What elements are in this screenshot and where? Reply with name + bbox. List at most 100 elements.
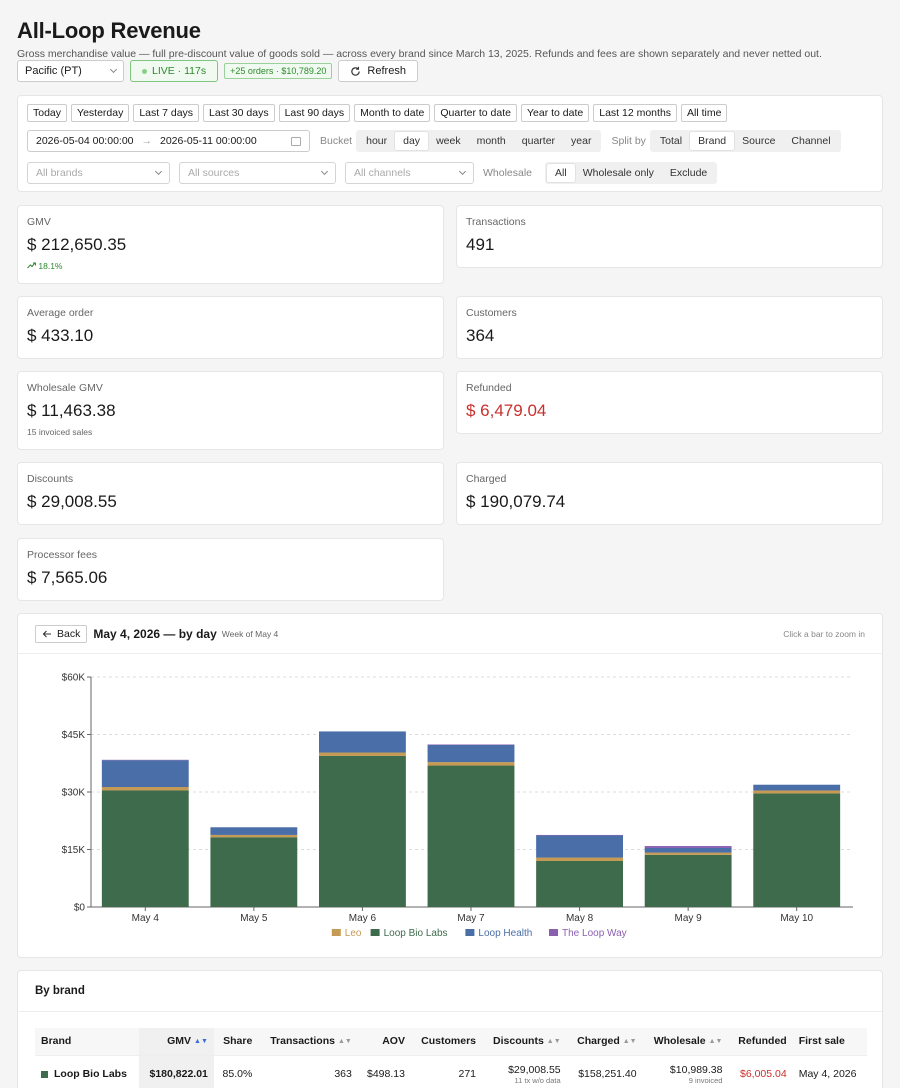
bar-segment-loop-bio-labs[interactable] xyxy=(644,854,732,907)
refunded-card: Refunded $ 6,479.04 xyxy=(456,371,883,434)
cell-first-sale: May 4, 2026 xyxy=(792,1055,867,1088)
bucket-option-hour[interactable]: hour xyxy=(366,135,388,147)
date-to: 2026-05-11 00:00:00 xyxy=(160,135,257,147)
bar-segment-the-loop-way[interactable] xyxy=(101,759,189,761)
brands-select[interactable]: All brands xyxy=(27,162,170,184)
bar-segment-loop-bio-labs[interactable] xyxy=(210,837,298,907)
calendar-icon xyxy=(291,136,301,146)
col-transactions-label: Transactions xyxy=(270,1035,335,1048)
bar-segment-loop-health[interactable] xyxy=(644,847,732,853)
channels-select[interactable]: All channels xyxy=(345,162,474,184)
legend-swatch xyxy=(370,929,380,936)
col-transactions[interactable]: Transactions ▲▼ xyxy=(258,1028,358,1056)
preset-yesterday[interactable]: Yesterday xyxy=(71,104,130,122)
bar-segment-loop-health[interactable] xyxy=(427,744,515,763)
page-subtitle: Gross merchandise value — full pre-disco… xyxy=(17,48,822,60)
bar-segment-loop-health[interactable] xyxy=(753,784,841,791)
channels-placeholder: All channels xyxy=(354,167,411,179)
bucket-option-week[interactable]: week xyxy=(436,135,461,147)
bar-segment-loop-bio-labs[interactable] xyxy=(101,790,189,907)
col-discounts[interactable]: Discounts ▲▼ xyxy=(482,1028,567,1056)
bucket-option-month[interactable]: month xyxy=(476,135,506,147)
bar-segment-loop-health[interactable] xyxy=(319,731,406,753)
bar-segment-leo[interactable] xyxy=(319,752,406,756)
wholesale-option-wholesale-only[interactable]: Wholesale only xyxy=(582,167,654,179)
date-from: 2026-05-04 00:00:00 xyxy=(36,135,134,147)
bar-segment-loop-health[interactable] xyxy=(536,835,623,858)
revenue-bar-chart: $0 $15K $30K $45K $60K May 4 May 5 May 6 May 7 Ma… xyxy=(62,673,853,939)
bar-segment-leo[interactable] xyxy=(427,762,515,766)
col-brand: Brand xyxy=(35,1028,140,1056)
bar-segment-leo[interactable] xyxy=(210,834,298,838)
bar-segment-loop-bio-labs[interactable] xyxy=(427,765,515,907)
bucket-option-quarter[interactable]: quarter xyxy=(521,135,556,147)
col-discounts-label: Discounts xyxy=(493,1035,544,1048)
bar-segment-loop-health[interactable] xyxy=(101,760,189,788)
wholesale-gmv-card: Wholesale GMV $ 11,463.38 15 invoiced sa… xyxy=(17,371,444,450)
sort-icon: ▲▼ xyxy=(546,1037,561,1045)
bucket-option-year[interactable]: year xyxy=(571,135,592,147)
preset-quarter-to-date[interactable]: Quarter to date xyxy=(434,104,517,122)
bucket-option-day[interactable]: day xyxy=(395,132,429,150)
split-option-total[interactable]: Total xyxy=(659,135,683,147)
split-option-source[interactable]: Source xyxy=(742,135,776,147)
bar-segment-leo[interactable] xyxy=(753,790,841,794)
legend-label[interactable]: Loop Health xyxy=(478,928,532,939)
x-tick-label: May 7 xyxy=(457,913,485,924)
col-charged[interactable]: Charged ▲▼ xyxy=(566,1028,643,1056)
discounts-label: Discounts xyxy=(27,473,74,485)
bar-segment-the-loop-way[interactable] xyxy=(427,744,515,745)
split-option-brand[interactable]: Brand xyxy=(690,132,735,150)
legend-label[interactable]: The Loop Way xyxy=(562,928,627,939)
live-toggle[interactable]: LIVE · 117s xyxy=(130,60,219,82)
bar-segment-the-loop-way[interactable] xyxy=(536,834,623,836)
legend-label[interactable]: Leo xyxy=(345,928,362,939)
col-share: Share xyxy=(213,1028,259,1056)
gmv-value: $ 212,650.35 xyxy=(27,235,127,254)
bar-segment-leo[interactable] xyxy=(644,852,732,855)
bar-segment-loop-bio-labs[interactable] xyxy=(753,793,841,907)
table-row[interactable]: Loop Bio Labs $180,822.01 85.0% 363 $498.13 2… xyxy=(35,1055,867,1088)
refresh-button[interactable]: Refresh xyxy=(338,60,418,82)
arrow-left-icon xyxy=(42,630,51,637)
col-wholesale[interactable]: Wholesale ▲▼ xyxy=(642,1028,729,1056)
preset-month-to-date[interactable]: Month to date xyxy=(354,104,431,122)
gmv-label: GMV xyxy=(27,216,51,228)
preset-all-time[interactable]: All time xyxy=(681,104,728,122)
first-sale-cell-value: May 4, 2026 xyxy=(798,1068,857,1080)
x-tick-label: May 9 xyxy=(675,913,703,924)
bar-segment-leo[interactable] xyxy=(536,857,623,861)
brand-panel: By brand Brand GMV ▲▼ Share Transactions ▲▼ AO… xyxy=(17,970,883,1088)
legend-label[interactable]: Loop Bio Labs xyxy=(384,928,448,939)
preset-year-to-date[interactable]: Year to date xyxy=(520,104,590,122)
preset-today[interactable]: Today xyxy=(27,104,68,122)
preset-last-12-months[interactable]: Last 12 months xyxy=(593,104,678,122)
col-customers: Customers xyxy=(410,1028,483,1056)
preset-last-90-days[interactable]: Last 90 days xyxy=(278,104,351,122)
wholesale-option-exclude[interactable]: Exclude xyxy=(669,167,708,179)
new-orders-badge[interactable]: +25 orders · $10,789.20 xyxy=(224,63,333,79)
sort-icon: ▲▼ xyxy=(622,1037,637,1045)
split-label: Split by xyxy=(611,135,646,147)
share-cell-value: 85.0% xyxy=(222,1068,253,1080)
preset-last-7-days[interactable]: Last 7 days xyxy=(133,104,200,122)
col-aov-label: AOV xyxy=(382,1035,405,1048)
split-option-channel[interactable]: Channel xyxy=(791,135,831,147)
bar-segment-loop-health[interactable] xyxy=(210,827,298,835)
preset-last-30-days[interactable]: Last 30 days xyxy=(203,104,275,122)
bar-segment-the-loop-way[interactable] xyxy=(644,846,732,848)
cell-wholesale: $10,989.38 9 invoiced xyxy=(642,1055,729,1088)
bar-segment-loop-bio-labs[interactable] xyxy=(536,861,623,907)
sources-select[interactable]: All sources xyxy=(179,162,336,184)
back-button[interactable]: Back xyxy=(35,624,88,643)
bar-segment-leo[interactable] xyxy=(101,787,189,791)
timezone-select[interactable]: Pacific (PT) xyxy=(17,60,124,82)
y-tick-label: $15K xyxy=(62,845,86,856)
customers-label: Customers xyxy=(466,307,517,319)
date-range-picker[interactable]: 2026-05-04 00:00:00 → 2026-05-11 00:00:0… xyxy=(27,130,310,152)
table-header-row: Brand GMV ▲▼ Share Transactions ▲▼ AOV Customer… xyxy=(35,1028,867,1056)
col-wholesale-label: Wholesale xyxy=(653,1035,706,1048)
bar-segment-loop-bio-labs[interactable] xyxy=(319,755,406,907)
col-gmv[interactable]: GMV ▲▼ xyxy=(139,1028,214,1056)
wholesale-option-all[interactable]: All xyxy=(547,164,575,182)
